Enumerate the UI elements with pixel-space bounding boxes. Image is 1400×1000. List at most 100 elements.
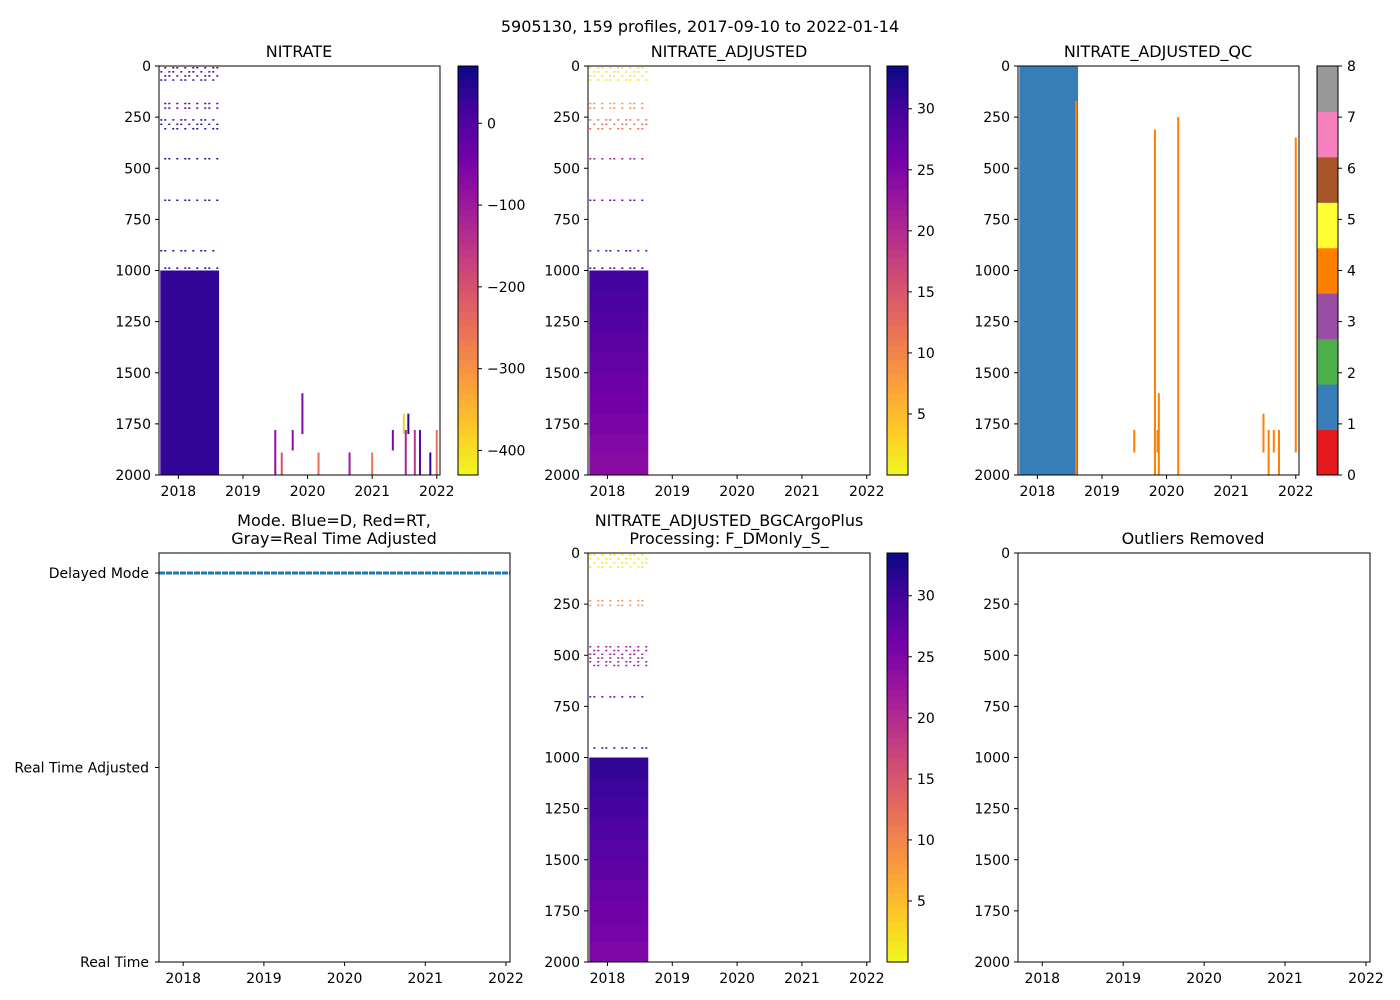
y-tick-label: 1750	[115, 417, 151, 433]
heatmap-cell	[172, 79, 175, 81]
heatmap-bar	[1156, 430, 1159, 453]
colorbar-segment	[887, 614, 908, 622]
colorbar-segment	[887, 325, 908, 333]
heatmap-cell	[184, 119, 187, 121]
colorbar-segment	[1317, 202, 1338, 249]
heatmap-cell	[589, 566, 592, 568]
heatmap-cell	[589, 818, 649, 840]
y-axis: 0 250 500 750 1000 1250 1500 1750 2000	[115, 59, 159, 484]
heatmap-cell	[645, 250, 648, 252]
colorbar-segment	[887, 668, 908, 677]
heatmap-bar	[402, 413, 405, 435]
colorbar-segment	[887, 270, 908, 278]
heatmap-cell	[200, 71, 203, 73]
heatmap-cell	[641, 199, 644, 202]
heatmap-cell	[621, 653, 624, 656]
heatmap-cell	[593, 107, 596, 109]
y-tick-label: 1250	[544, 315, 580, 331]
colorbar-segment	[887, 66, 908, 74]
y-tick-label: 500	[553, 648, 580, 664]
heatmap-cell	[168, 71, 171, 73]
colorbar-segment	[458, 154, 478, 163]
heatmap-cell	[601, 267, 604, 269]
heatmap-cell	[637, 71, 640, 73]
colorbar-tick-label: 2	[1347, 366, 1356, 382]
heatmap-cell	[633, 123, 636, 126]
heatmap-cell	[633, 199, 636, 202]
heatmap-bar	[1277, 430, 1280, 475]
heatmap-cell	[629, 653, 632, 656]
heatmap-cell	[601, 128, 604, 130]
colorbar-segment	[887, 304, 908, 312]
heatmap-cell	[208, 267, 211, 269]
heatmap-cell	[609, 75, 612, 77]
colorbar-segment	[458, 140, 478, 149]
heatmap-cell	[597, 71, 600, 73]
heatmap-cell	[617, 566, 620, 568]
colorbar-segment	[458, 447, 478, 456]
heatmap-cell	[601, 566, 604, 568]
colorbar-segment	[458, 454, 478, 462]
heatmap-cell	[625, 562, 628, 564]
heatmap-cell	[613, 71, 616, 73]
colorbar-segment	[458, 120, 478, 128]
heatmap-cell	[625, 661, 628, 663]
heatmap-cell	[200, 250, 203, 252]
heatmap-cell	[629, 199, 632, 202]
colorbar-segment	[458, 311, 478, 319]
x-tick-label: 2020	[1186, 971, 1222, 987]
heatmap-cell	[609, 661, 612, 663]
colorbar-segment	[887, 553, 908, 561]
heatmap-cell	[629, 79, 632, 81]
heatmap-cell	[184, 107, 187, 109]
heatmap-cell	[645, 123, 648, 126]
heatmap-cell	[609, 79, 612, 81]
heatmap-cell	[641, 653, 644, 656]
heatmap-cell	[629, 128, 632, 130]
panel-bgc-argo-plus: NITRATE_ADJUSTED_BGCArgoPlus Processing:…	[544, 511, 934, 987]
heatmap-cell	[601, 747, 604, 749]
heatmap-cell	[160, 71, 163, 73]
heatmap-cell	[609, 600, 612, 602]
heatmap-cell	[204, 107, 207, 109]
colorbar-tick-label: 5	[917, 894, 926, 910]
colorbar-segment	[887, 859, 908, 868]
heatmap-cell	[617, 250, 620, 252]
heatmap-cell	[180, 79, 183, 81]
colorbar-segment	[887, 72, 908, 81]
colorbar-segment	[887, 730, 908, 738]
colorbar-segment	[887, 256, 908, 265]
heatmap-cell	[180, 123, 183, 126]
heatmap-plot	[160, 67, 438, 475]
colorbar-segment	[887, 559, 908, 568]
heatmap-cell	[605, 79, 608, 81]
heatmap-cell	[164, 107, 167, 109]
heatmap-cell	[637, 250, 640, 252]
heatmap-cell	[188, 267, 191, 269]
heatmap-cell	[208, 123, 211, 126]
heatmap-cell	[168, 158, 171, 160]
colorbar-segment	[887, 723, 908, 731]
heatmap-cell	[196, 123, 199, 126]
heatmap-bar	[1133, 430, 1136, 453]
colorbar-segment	[887, 716, 908, 725]
heatmap-cell	[172, 119, 175, 121]
heatmap-cell	[609, 653, 612, 656]
colorbar-segment	[887, 818, 908, 827]
colorbar-segment	[458, 79, 478, 88]
heatmap-cell	[601, 657, 604, 659]
heatmap-cell	[1019, 66, 1079, 475]
colorbar-frame	[886, 65, 909, 476]
panel-nitrate-adjusted: NITRATE_ADJUSTED 2018 2019 2020 2021 2022 0 2…	[544, 42, 934, 500]
x-axis: 2018 2019 2020 2021 2022	[1020, 475, 1314, 500]
heatmap-cell	[641, 75, 644, 77]
heatmap-cell	[589, 250, 592, 252]
heatmap-cell	[613, 158, 616, 160]
colorbar-segment	[887, 434, 908, 442]
x-tick-label: 2018	[165, 971, 201, 987]
colorbar-segment	[887, 134, 908, 142]
colorbar-segment	[887, 771, 908, 779]
colorbar-segment	[458, 86, 478, 94]
heatmap-cell	[637, 664, 640, 667]
heatmap-cell	[208, 102, 211, 105]
